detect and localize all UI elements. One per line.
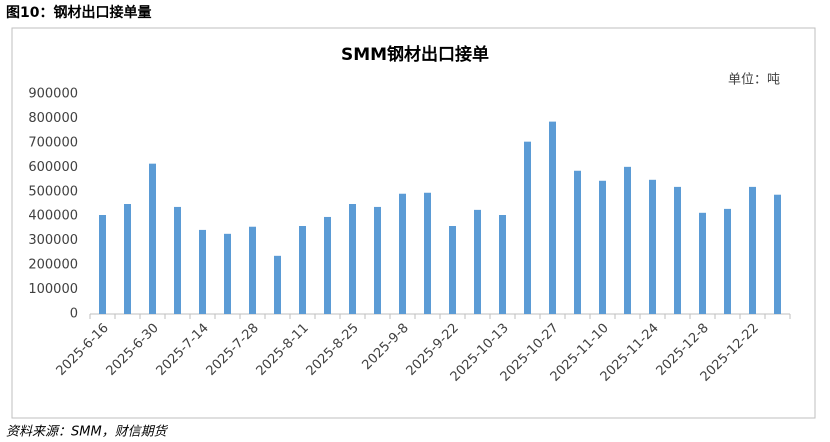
y-tick-label: 100000 bbox=[28, 282, 78, 297]
bar bbox=[474, 209, 481, 314]
unit-label: 单位：吨 bbox=[728, 73, 780, 88]
bar bbox=[399, 193, 406, 314]
bar bbox=[299, 226, 306, 314]
x-tick-label: 2025-7-28 bbox=[204, 321, 262, 379]
figure-header: 图10：钢材出口接单量 bbox=[6, 4, 151, 21]
bar bbox=[349, 204, 356, 314]
bar bbox=[249, 226, 256, 314]
bar bbox=[599, 180, 606, 314]
x-tick-label: 2025-9-8 bbox=[359, 321, 411, 373]
bar bbox=[374, 206, 381, 314]
bar bbox=[724, 208, 731, 314]
bar bbox=[99, 215, 106, 314]
y-tick-label: 0 bbox=[70, 307, 78, 322]
y-tick-label: 700000 bbox=[28, 135, 78, 150]
bar bbox=[124, 204, 131, 314]
chart-title: SMM钢材出口接单 bbox=[341, 44, 489, 65]
bar bbox=[199, 229, 206, 314]
source-note: 资料来源：SMM，财信期货 bbox=[6, 425, 169, 440]
bar bbox=[574, 170, 581, 314]
bar bbox=[149, 163, 156, 314]
bar bbox=[324, 216, 331, 314]
bar bbox=[449, 226, 456, 314]
y-tick-label: 200000 bbox=[28, 258, 78, 273]
y-tick-label: 400000 bbox=[28, 209, 78, 224]
bar bbox=[499, 215, 506, 314]
y-tick-label: 300000 bbox=[28, 233, 78, 248]
chart-frame bbox=[11, 27, 816, 419]
bar bbox=[674, 186, 681, 314]
bar bbox=[699, 212, 706, 314]
y-tick-label: 600000 bbox=[28, 160, 78, 175]
x-tick-label: 2025-8-25 bbox=[304, 321, 362, 379]
bar bbox=[524, 141, 531, 314]
x-tick-label: 2025-6-30 bbox=[104, 321, 162, 379]
bar bbox=[424, 192, 431, 314]
bar bbox=[174, 206, 181, 314]
bar bbox=[224, 233, 231, 314]
bar bbox=[624, 166, 631, 314]
bar bbox=[549, 121, 556, 314]
bar bbox=[774, 194, 781, 314]
x-tick-label: 2025-8-11 bbox=[254, 321, 312, 379]
bar bbox=[749, 186, 756, 314]
bar bbox=[274, 255, 281, 314]
y-tick-label: 500000 bbox=[28, 184, 78, 199]
bar bbox=[649, 179, 656, 314]
x-tick-label: 2025-7-14 bbox=[154, 321, 212, 379]
y-tick-label: 900000 bbox=[28, 87, 78, 102]
x-tick-label: 2025-6-16 bbox=[54, 321, 112, 379]
y-tick-label: 800000 bbox=[28, 111, 78, 126]
